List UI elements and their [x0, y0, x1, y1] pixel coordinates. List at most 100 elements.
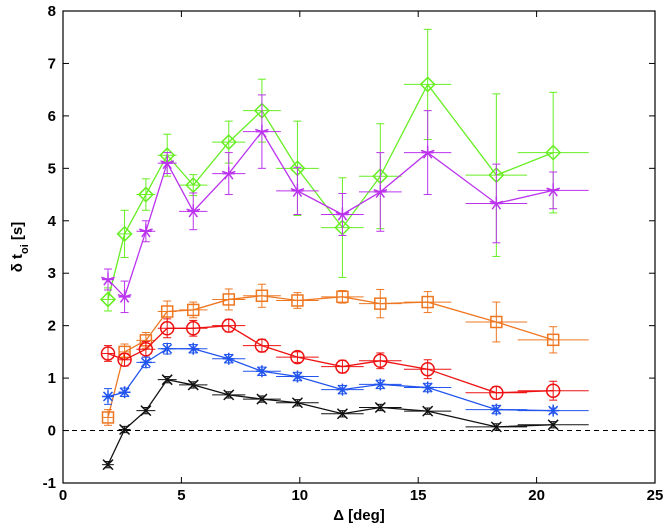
data-point	[116, 209, 133, 258]
data-point	[359, 401, 402, 414]
circle-marker	[335, 359, 350, 374]
asterisk-marker	[139, 356, 152, 369]
data-point	[321, 359, 364, 374]
data-point	[517, 380, 589, 401]
diamond-marker	[185, 177, 202, 194]
data-point	[212, 389, 246, 401]
star-marker	[117, 289, 132, 303]
x-tick-label: 25	[647, 487, 664, 504]
star-marker	[160, 156, 175, 170]
data-point	[517, 171, 589, 210]
x-marker	[422, 405, 434, 417]
diamond-marker	[220, 134, 237, 151]
data-point	[157, 342, 177, 355]
data-point	[118, 423, 131, 436]
data-point	[179, 319, 208, 337]
data-point	[321, 408, 364, 420]
series-blue-asterisk	[101, 342, 589, 417]
data-point	[321, 383, 364, 396]
data-point	[403, 110, 452, 196]
asterisk-marker	[336, 383, 349, 396]
data-point	[403, 359, 452, 380]
data-point	[102, 459, 114, 471]
square-marker	[546, 333, 560, 347]
diamond-marker	[545, 144, 562, 161]
data-point	[465, 163, 528, 244]
circle-marker	[290, 349, 305, 365]
data-point	[212, 288, 246, 311]
x-marker	[161, 374, 173, 386]
star-marker	[489, 196, 504, 210]
square-marker	[336, 290, 349, 304]
diamond-marker	[99, 291, 117, 308]
x-tick-label: 20	[528, 487, 545, 504]
asterisk-marker	[222, 352, 235, 365]
series-black-x	[102, 374, 589, 471]
circle-marker	[373, 353, 388, 369]
data-point	[359, 152, 402, 232]
series-line	[107, 295, 554, 418]
data-point	[276, 349, 319, 365]
data-point	[403, 405, 452, 417]
data-point	[136, 178, 156, 211]
y-tick-label: 8	[48, 3, 56, 20]
square-marker	[374, 297, 387, 310]
x-marker	[374, 401, 386, 414]
circle-marker	[185, 321, 201, 336]
asterisk-marker	[374, 378, 387, 391]
y-tick-label: 7	[48, 55, 56, 72]
x-tick-label: 0	[59, 487, 67, 504]
asterisk-marker	[161, 342, 174, 355]
data-point	[465, 403, 528, 416]
y-tick-label: 3	[48, 265, 56, 282]
x-marker	[336, 408, 348, 420]
data-point	[100, 345, 116, 362]
star-marker	[221, 166, 236, 180]
x-marker	[256, 393, 268, 405]
square-marker	[101, 411, 115, 424]
y-tick-label: 4	[48, 213, 57, 230]
data-point	[276, 397, 319, 409]
data-point	[242, 393, 281, 405]
data-point	[117, 280, 132, 314]
asterisk-marker	[187, 342, 200, 355]
data-point	[242, 283, 281, 308]
data-point	[517, 326, 589, 354]
star-marker	[335, 207, 350, 221]
data-point	[212, 152, 246, 196]
diamond-marker	[137, 186, 154, 203]
square-marker	[222, 293, 236, 306]
data-point	[101, 388, 114, 405]
series-line	[107, 325, 554, 394]
asterisk-marker	[490, 403, 503, 416]
data-point	[179, 379, 208, 391]
data-point	[517, 404, 589, 417]
star-marker	[373, 184, 388, 199]
data-point	[359, 288, 402, 319]
series-line	[107, 83, 554, 300]
data-point	[276, 166, 319, 215]
star-marker	[420, 145, 435, 159]
data-point	[321, 193, 364, 236]
square-marker	[291, 294, 304, 307]
circle-marker	[100, 346, 116, 361]
star-marker	[186, 204, 201, 218]
data-point	[157, 374, 177, 386]
x-marker	[140, 405, 152, 417]
diamond-marker	[419, 76, 436, 93]
data-point	[179, 192, 208, 231]
data-point	[465, 385, 528, 401]
y-tick-label: 2	[48, 318, 56, 335]
y-tick-label: 6	[48, 108, 56, 125]
x-marker	[291, 397, 303, 409]
asterisk-marker	[291, 370, 304, 383]
star-marker	[101, 272, 115, 286]
square-marker	[490, 315, 503, 329]
y-tick-label: 1	[48, 370, 56, 387]
data-point	[403, 381, 452, 394]
x-axis-label: Δ [deg]	[333, 507, 385, 524]
data-point	[242, 338, 281, 353]
data-point	[136, 220, 156, 243]
data-point	[179, 342, 208, 355]
